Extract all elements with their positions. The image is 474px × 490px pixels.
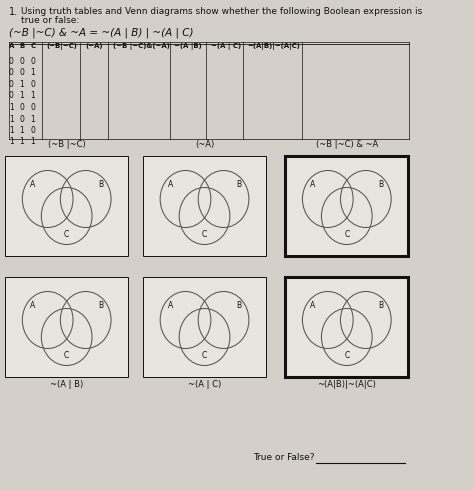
Text: A: A <box>30 301 35 310</box>
Text: 0: 0 <box>30 126 35 135</box>
Text: C: C <box>202 230 207 239</box>
Text: ~(A|B)|~(A|C): ~(A|B)|~(A|C) <box>318 380 376 389</box>
Text: 0: 0 <box>19 69 25 77</box>
Text: 1: 1 <box>9 138 14 147</box>
Text: 1: 1 <box>30 92 35 100</box>
Text: C: C <box>344 230 349 239</box>
Text: B: B <box>19 43 25 49</box>
Text: 1: 1 <box>19 138 24 147</box>
Text: ~(A | B): ~(A | B) <box>50 380 83 389</box>
Text: 1: 1 <box>9 103 14 112</box>
Text: B: B <box>378 180 383 189</box>
Bar <box>285 156 408 256</box>
Text: 1: 1 <box>19 92 24 100</box>
Text: 1: 1 <box>19 126 24 135</box>
Text: (~B |~C) & ~A: (~B |~C) & ~A <box>316 140 378 149</box>
Text: 0: 0 <box>19 103 25 112</box>
Text: C: C <box>202 351 207 360</box>
Text: 0: 0 <box>9 80 14 89</box>
Text: 0: 0 <box>30 57 35 66</box>
Bar <box>5 156 128 256</box>
Text: 1: 1 <box>30 115 35 123</box>
Text: A: A <box>30 180 35 189</box>
Text: A: A <box>310 180 315 189</box>
Text: true or false:: true or false: <box>21 16 80 25</box>
Text: C: C <box>64 351 69 360</box>
Text: 0: 0 <box>30 80 35 89</box>
Text: A: A <box>310 301 315 310</box>
Bar <box>285 277 408 377</box>
Text: (~A): (~A) <box>85 43 103 49</box>
Text: 1: 1 <box>30 138 35 147</box>
Text: 0: 0 <box>9 69 14 77</box>
Text: 0: 0 <box>19 115 25 123</box>
Text: ~(A |B): ~(A |B) <box>174 43 202 50</box>
Text: 1: 1 <box>30 69 35 77</box>
Text: C: C <box>64 230 69 239</box>
Text: B: B <box>236 180 241 189</box>
Text: A: A <box>9 43 14 49</box>
Bar <box>143 277 266 377</box>
Bar <box>143 156 266 256</box>
Text: (~A): (~A) <box>195 140 214 149</box>
Text: B: B <box>236 301 241 310</box>
Text: 0: 0 <box>30 103 35 112</box>
Text: Using truth tables and Venn diagrams show whether the following Boolean expressi: Using truth tables and Venn diagrams sho… <box>21 7 423 16</box>
Text: 0: 0 <box>19 57 25 66</box>
Text: 1: 1 <box>19 80 24 89</box>
Text: ~(A | C): ~(A | C) <box>211 43 241 50</box>
Text: 1: 1 <box>9 115 14 123</box>
Text: (~B|~C): (~B|~C) <box>46 43 77 50</box>
Text: ~(A | C): ~(A | C) <box>188 380 221 389</box>
Bar <box>5 277 128 377</box>
Text: A: A <box>168 180 173 189</box>
Text: 1.: 1. <box>9 7 18 17</box>
Text: (~B |~C): (~B |~C) <box>48 140 86 149</box>
Text: C: C <box>344 351 349 360</box>
Text: (~B |~C) & ~A = ~(A | B) | ~(A | C): (~B |~C) & ~A = ~(A | B) | ~(A | C) <box>9 28 193 39</box>
Text: B: B <box>99 180 103 189</box>
Text: A: A <box>168 301 173 310</box>
Text: ~(A|B)|~(A|C): ~(A|B)|~(A|C) <box>247 43 300 50</box>
Text: 0: 0 <box>9 92 14 100</box>
Text: True or False?: True or False? <box>254 453 315 462</box>
Text: B: B <box>378 301 383 310</box>
Text: 0: 0 <box>9 57 14 66</box>
Text: C: C <box>30 43 36 49</box>
Text: 1: 1 <box>9 126 14 135</box>
Text: (~B |~C)&(~A): (~B |~C)&(~A) <box>113 43 170 50</box>
Text: B: B <box>99 301 103 310</box>
